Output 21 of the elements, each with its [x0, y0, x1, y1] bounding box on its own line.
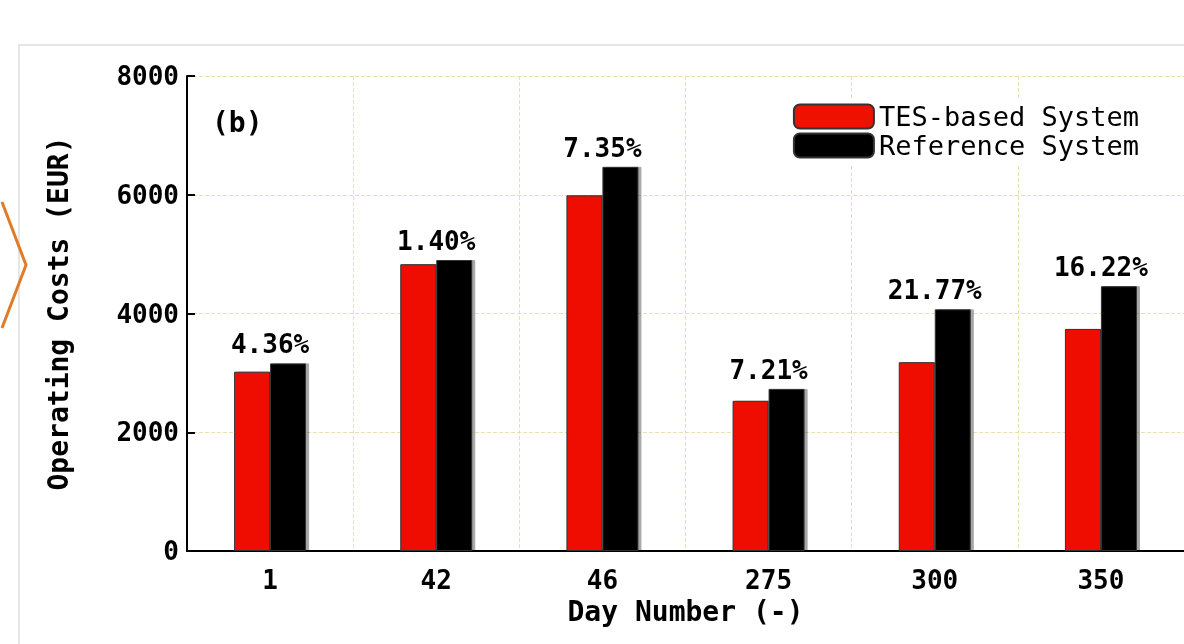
y-tick-label: 2000 — [116, 417, 179, 448]
y-tick-label: 0 — [163, 536, 179, 566]
y-tick-label: 4000 — [116, 298, 179, 329]
x-tick-label: 350 — [1077, 565, 1125, 595]
annotation: (b) — [212, 105, 263, 139]
legend-label: TES-based System — [878, 101, 1140, 132]
x-tick-label: 46 — [586, 565, 619, 595]
x-axis-title: Day Number (-) — [567, 595, 804, 629]
annotation: 1.40% — [397, 226, 476, 257]
annotation: 7.21% — [729, 354, 809, 385]
y-tick-label: 8000 — [116, 61, 179, 91]
annotation: 16.22% — [1053, 252, 1149, 283]
annotation: 21.77% — [887, 275, 983, 306]
x-tick-label: 275 — [745, 565, 793, 595]
x-tick-label: 1 — [262, 565, 278, 595]
annotation: 7.35% — [563, 132, 642, 163]
x-tick-label: 300 — [911, 565, 959, 595]
x-tick-label: 42 — [420, 565, 452, 595]
y-axis-title: Operating Costs (EUR) — [41, 136, 75, 491]
annotation: 4.36% — [230, 329, 310, 360]
y-tick-label: 6000 — [116, 179, 179, 210]
